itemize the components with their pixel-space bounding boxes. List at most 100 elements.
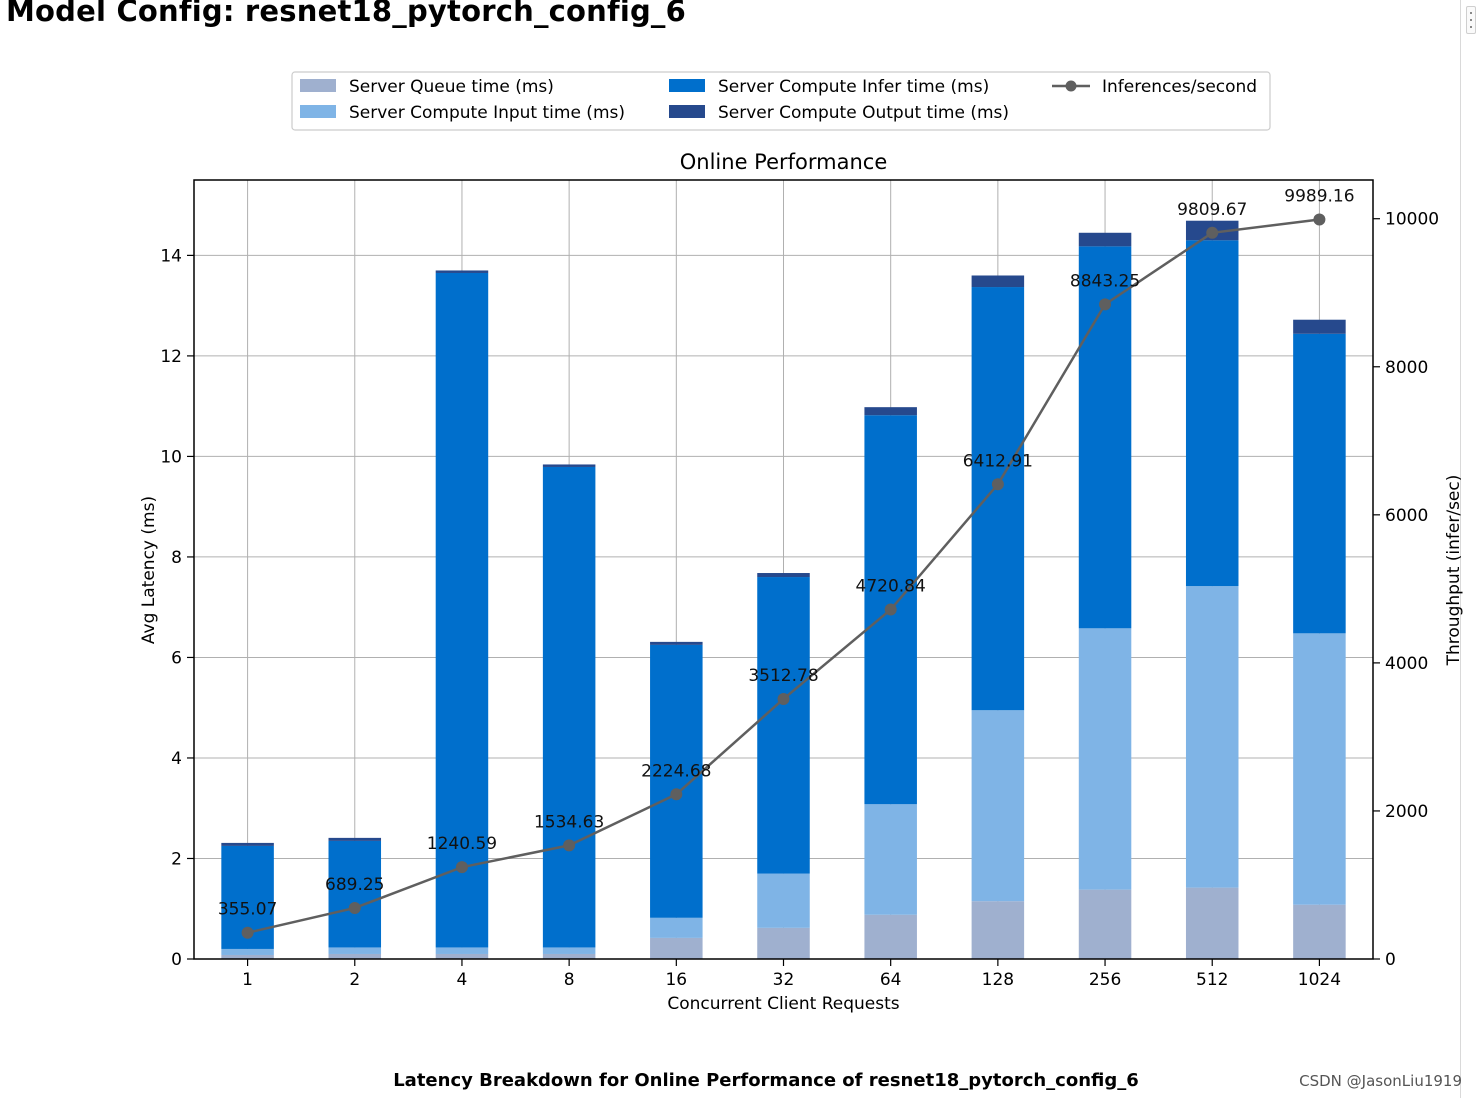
throughput-point-256 — [1099, 298, 1112, 311]
y-tick-label: 12 — [160, 347, 182, 367]
throughput-point-64 — [884, 603, 897, 616]
y2-tick-label: 2000 — [1385, 802, 1428, 822]
bar-input-2 — [328, 947, 382, 954]
bar-output-1 — [221, 842, 274, 846]
throughput-data-label: 3512.78 — [748, 666, 818, 686]
bar-input-1 — [221, 948, 274, 955]
throughput-data-label: 9809.67 — [1177, 200, 1247, 220]
bar-infer-1024 — [1293, 333, 1346, 634]
bar-output-2 — [328, 837, 382, 841]
bar-output-64 — [864, 407, 917, 416]
chart-caption: Latency Breakdown for Online Performance… — [393, 1070, 1139, 1091]
throughput-data-label: 6412.91 — [963, 451, 1033, 471]
y-tick-label: 0 — [171, 950, 182, 970]
bars-layer — [221, 220, 1346, 959]
bar-infer-128 — [971, 287, 1025, 711]
y2-tick-label: 0 — [1385, 950, 1396, 970]
legend-swatch-infer — [669, 79, 705, 92]
bar-input-256 — [1078, 628, 1132, 890]
bar-input-16 — [650, 917, 703, 938]
throughput-line-layer: 355.07 689.25 1240.59 1534.63 2224.68 3512.78… — [218, 187, 1355, 939]
x-tick-label: 256 — [1089, 970, 1121, 990]
x-tick-label: 2 — [349, 970, 360, 990]
bar-queue-8 — [542, 953, 596, 959]
bar-output-1024 — [1293, 319, 1346, 334]
watermark: CSDN @JasonLiu1919 — [1299, 1072, 1462, 1090]
legend-label-queue: Server Queue time (ms) — [349, 77, 554, 97]
y2-tick-label: 10000 — [1385, 210, 1439, 230]
bar-infer-4 — [435, 272, 489, 948]
bar-infer-16 — [650, 644, 703, 918]
chart-title: Online Performance — [680, 150, 888, 174]
legend-frame — [291, 71, 1271, 131]
bar-output-128 — [971, 275, 1025, 288]
x-tick-label: 32 — [773, 970, 795, 990]
x-tick-label: 1024 — [1298, 970, 1341, 990]
bar-queue-2 — [328, 953, 382, 959]
x-tick-label: 4 — [457, 970, 468, 990]
throughput-point-16 — [670, 788, 683, 801]
y-tick-label: 10 — [160, 447, 182, 467]
bar-output-4 — [435, 270, 489, 273]
throughput-point-512 — [1206, 226, 1219, 239]
bar-output-8 — [542, 464, 596, 467]
throughput-point-128 — [991, 478, 1004, 491]
y2-axis-label: Throughput (infer/sec) — [1444, 475, 1464, 667]
legend-label-throughput: Inferences/second — [1102, 77, 1257, 97]
y-axis-label: Avg Latency (ms) — [139, 496, 159, 644]
x-tick-label: 64 — [880, 970, 902, 990]
throughput-data-label: 355.07 — [218, 900, 277, 920]
bar-input-1024 — [1293, 633, 1346, 905]
throughput-data-label: 1240.59 — [427, 834, 497, 854]
throughput-point-1 — [241, 926, 254, 939]
legend-swatch-queue — [300, 79, 336, 92]
legend-swatch-output — [669, 105, 705, 118]
throughput-data-label: 8843.25 — [1070, 271, 1140, 291]
bar-queue-32 — [757, 927, 810, 959]
y2-tick-label: 8000 — [1385, 358, 1428, 378]
chart-legend: Server Queue time (ms) Server Compute In… — [291, 71, 1271, 131]
throughput-data-label: 689.25 — [325, 875, 384, 895]
throughput-point-4 — [455, 861, 468, 874]
x-tick-label: 128 — [982, 970, 1014, 990]
throughput-point-1024 — [1313, 213, 1326, 226]
y-tick-label: 14 — [160, 246, 182, 266]
throughput-data-label: 4720.84 — [856, 577, 926, 597]
bar-infer-32 — [757, 577, 810, 874]
bar-queue-1 — [221, 954, 274, 959]
bar-input-8 — [542, 947, 596, 954]
bar-input-128 — [971, 710, 1025, 902]
bar-input-512 — [1185, 586, 1239, 888]
x-tick-label: 16 — [665, 970, 687, 990]
y-tick-label: 4 — [171, 749, 182, 769]
y2-tick-label: 6000 — [1385, 506, 1428, 526]
throughput-point-8 — [563, 839, 576, 852]
bar-queue-64 — [864, 914, 917, 959]
bar-output-32 — [757, 573, 810, 578]
x-tick-label: 8 — [564, 970, 575, 990]
bar-output-16 — [650, 641, 703, 645]
legend-swatch-input — [300, 105, 336, 118]
bar-queue-512 — [1185, 887, 1239, 959]
bar-infer-2 — [328, 840, 382, 948]
throughput-data-label: 1534.63 — [534, 812, 604, 832]
y2-tick-label: 4000 — [1385, 654, 1428, 674]
bar-queue-16 — [650, 937, 703, 959]
page-edge-divider — [1460, 0, 1461, 1098]
bar-input-4 — [435, 947, 489, 954]
page-title: Model Config: resnet18_pytorch_config_6 — [6, 0, 687, 28]
x-axis-label: Concurrent Client Requests — [667, 994, 899, 1014]
legend-marker-throughput — [1065, 80, 1077, 92]
x-tick-label: 1 — [242, 970, 253, 990]
bar-output-256 — [1078, 232, 1132, 247]
y-tick-label: 2 — [171, 849, 182, 869]
legend-label-infer: Server Compute Infer time (ms) — [718, 77, 989, 97]
legend-label-input: Server Compute Input time (ms) — [349, 103, 625, 123]
bar-queue-1024 — [1293, 904, 1346, 959]
x-tick-label: 512 — [1196, 970, 1228, 990]
throughput-data-label: 2224.68 — [641, 761, 711, 781]
bar-infer-512 — [1185, 240, 1239, 587]
bar-queue-128 — [971, 901, 1025, 959]
